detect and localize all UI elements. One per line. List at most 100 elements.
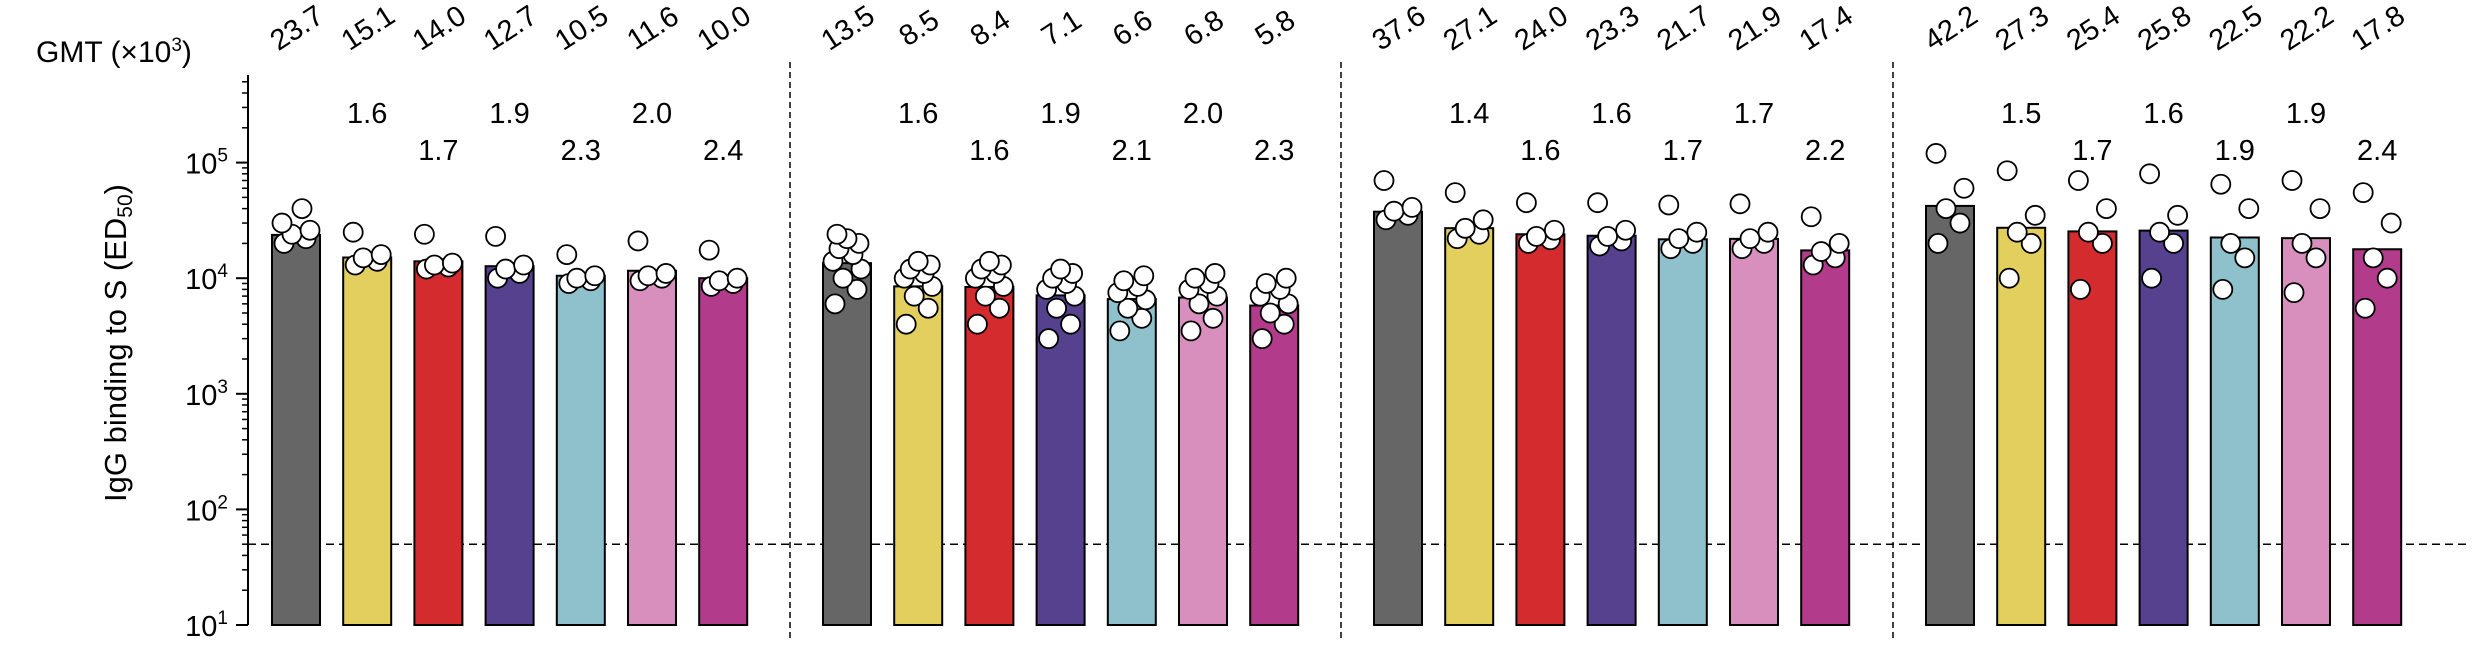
data-point <box>1046 297 1067 319</box>
bar-g2-5 <box>1106 298 1157 626</box>
data-point <box>903 285 925 307</box>
bar-g1-7 <box>698 277 749 626</box>
y-axis: 101 102 103 104 105 IgG binding to S (ED50) <box>98 75 249 643</box>
data-point <box>1686 221 1708 243</box>
bar-g2-1 <box>822 262 872 626</box>
bar-g2-4 <box>1035 294 1086 626</box>
data-point <box>1472 209 1494 231</box>
fold-change-label: 1.6 <box>898 98 938 130</box>
data-point <box>1757 221 1779 243</box>
data-point <box>441 252 463 274</box>
data-point <box>1133 265 1155 287</box>
bar-g2-3 <box>964 285 1015 626</box>
data-point <box>627 230 649 252</box>
data-point <box>2305 247 2327 269</box>
gmt-label: 8.4 <box>965 4 1016 53</box>
bar-g4-4 <box>2138 229 2189 626</box>
data-point <box>895 313 917 335</box>
fold-change-label: 2.2 <box>1805 135 1845 167</box>
bar-g3-2 <box>1444 227 1495 626</box>
gmt-label: 8.5 <box>894 4 945 53</box>
gmt-row-label: GMT (×103) <box>36 35 192 69</box>
bar-g4-2 <box>1996 226 2047 626</box>
fold-change-label: 2.1 <box>1112 135 1152 167</box>
data-point <box>907 250 929 272</box>
gmt-label: 10.0 <box>692 0 757 57</box>
data-point <box>1383 200 1405 222</box>
bar-g3-5 <box>1657 238 1708 626</box>
data-point <box>2024 204 2046 226</box>
data-point <box>1668 228 1690 250</box>
data-point <box>1184 267 1206 289</box>
labels-layer: 23.7 15.1 1.6 14.0 1.7 12.7 1.9 10.5 2.3 11.6 2.0 1… <box>36 0 2411 167</box>
fold-change-label: 1.9 <box>2286 98 2326 130</box>
data-point <box>2234 247 2256 269</box>
data-point <box>2352 182 2374 204</box>
data-point <box>1935 198 1957 220</box>
gmt-label: 23.3 <box>1580 0 1645 57</box>
data-point <box>1109 320 1131 342</box>
data-point <box>655 263 677 284</box>
data-point <box>1202 307 1224 329</box>
data-point <box>975 285 996 307</box>
bar-g1-1 <box>271 233 321 626</box>
gmt-label: 42.2 <box>1919 0 1984 57</box>
data-point <box>1273 313 1295 335</box>
data-point <box>708 270 730 292</box>
data-point <box>2309 198 2331 220</box>
data-point <box>967 313 988 335</box>
bar-g4-1 <box>1925 204 1975 626</box>
gmt-label: 25.4 <box>2061 0 2126 57</box>
y-tick-label: 104 <box>185 261 228 296</box>
bar-g4-5 <box>2209 236 2260 626</box>
data-point <box>271 212 293 234</box>
data-point <box>291 198 313 220</box>
bar-g2-2 <box>893 285 944 626</box>
data-point <box>1544 219 1565 241</box>
fold-change-label: 2.0 <box>1183 98 1223 130</box>
data-point <box>1996 160 2018 182</box>
bar-g1-2 <box>342 256 393 626</box>
data-point <box>1113 270 1135 292</box>
y-axis-title: IgG binding to S (ED50) <box>98 184 137 502</box>
gmt-label: 37.6 <box>1367 0 1432 57</box>
gmt-label: 14.0 <box>407 0 472 57</box>
fold-change-label: 1.7 <box>2072 135 2112 167</box>
data-point <box>1810 241 1832 262</box>
gmt-label: 17.8 <box>2346 0 2411 57</box>
gmt-label: 24.0 <box>1509 0 1574 57</box>
fold-change-label: 1.7 <box>418 135 458 167</box>
gmt-label: 21.7 <box>1652 0 1717 57</box>
data-point <box>1800 206 1822 228</box>
data-point <box>698 239 720 261</box>
bar-g3-3 <box>1515 233 1566 626</box>
data-point <box>2163 233 2185 254</box>
gmt-label: 12.7 <box>478 0 543 57</box>
data-point <box>1060 313 1081 335</box>
data-point <box>1658 194 1680 216</box>
bar-g2-7 <box>1249 304 1300 626</box>
fold-change-label: 1.6 <box>347 98 387 130</box>
fold-change-label: 1.5 <box>2001 98 2041 130</box>
data-point <box>2376 267 2398 289</box>
data-point <box>917 297 939 319</box>
gmt-label: 13.5 <box>816 0 881 57</box>
data-point <box>2380 212 2402 234</box>
fold-change-label: 1.6 <box>1520 135 1560 167</box>
data-point <box>1526 225 1547 247</box>
data-point <box>2220 233 2242 254</box>
data-point <box>513 254 534 276</box>
data-point <box>485 225 507 247</box>
fold-change-label: 2.3 <box>1254 135 1294 167</box>
fold-change-label: 1.4 <box>1449 98 1489 130</box>
data-point <box>423 254 445 276</box>
data-point <box>299 219 321 241</box>
gmt-label: 5.8 <box>1250 4 1301 53</box>
data-point <box>1188 293 1210 315</box>
data-point <box>1259 302 1281 324</box>
data-point <box>826 223 848 245</box>
data-point <box>1729 193 1751 215</box>
data-point <box>556 244 578 266</box>
data-point <box>2291 233 2313 254</box>
